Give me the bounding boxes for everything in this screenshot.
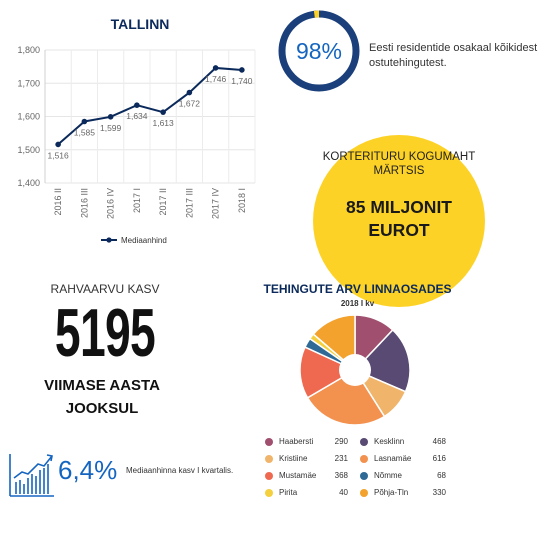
pie-slice-mustamäe [299,346,357,399]
legend-item: Kesklinn 468 [360,436,448,448]
residents-percent: 98% [296,38,342,64]
data-point [212,65,219,71]
residents-description: Eesti residentide osakaal kõikidest ostu… [369,42,538,69]
x-tick-label: 2017 IV [211,188,221,219]
legend-marker [265,489,273,497]
population-caption: VIIMASE AASTA JOOKSUL [44,377,160,417]
volume-value: 85 MILJONIT EUROT [346,197,452,240]
y-tick-label: 1,600 [17,112,40,122]
legend-marker [265,455,273,463]
data-label: 1,516 [47,150,69,160]
legend-marker [265,438,273,446]
legend-name: Nõmme [374,471,403,480]
data-point [55,141,61,148]
legend-marker [360,472,368,480]
legend-value: 368 [334,471,348,480]
legend-item: Lasnamäe 616 [360,453,448,465]
volume-circle [313,135,485,307]
data-point [186,89,193,96]
legend-name: Kesklinn [374,437,405,446]
residents-ring: 98% [278,10,360,92]
data-label: 1,613 [152,118,174,128]
volume-heading: KORTERITURU KOGUMAHT MÄRTSIS [322,151,476,177]
data-point [107,114,114,120]
line-chart: 1,400 1,500 1,600 1,700 1,800 2016 II 2016 II… [17,45,256,245]
legend-value: 68 [437,471,446,480]
data-label: 1,599 [100,123,122,133]
pie-chart-subtitle: 2018 I kv [340,299,375,308]
data-label: 1,585 [74,127,96,137]
legend-name: Pirita [279,488,298,497]
legend-name: Põhja-Tln [374,488,409,497]
legend-item: Nõmme 68 [360,470,448,482]
x-tick-label: 2016 III [79,188,89,218]
data-label: 1,634 [126,111,148,121]
x-tick-label: 2017 I [132,188,142,213]
data-point [134,102,140,108]
x-tick-label: 2016 IV [106,188,116,219]
pie-slice-põhja-tln [312,314,356,372]
x-tick-label: 2018 I [237,188,247,213]
legend-name: Kristiine [279,454,308,463]
series-line-mediaanhind [57,66,242,146]
legend-label-mediaanhind: Mediaanhind [121,236,167,245]
y-tick-label: 1,500 [17,145,40,155]
population-label: RAHVAARVU KASV [50,282,160,296]
legend-value: 330 [432,488,446,497]
x-tick-label: 2017 III [184,188,194,218]
legend-name: Mustamäe [279,471,317,480]
data-point [160,109,166,115]
legend-marker [360,455,368,463]
legend-value: 468 [432,437,446,446]
legend-marker [265,472,273,480]
pie-center [339,354,371,386]
y-tick-label: 1,400 [17,178,40,188]
y-tick-label: 1,700 [17,78,40,88]
pie-chart [299,314,411,426]
legend-item: Haabersti 290 [265,436,350,448]
line-chart-title: TALLINN [110,16,170,32]
legend-value: 40 [339,488,348,497]
data-label: 1,740 [231,76,253,86]
legend-marker-mediaanhind [106,237,112,243]
legend-name: Haabersti [279,437,314,446]
x-tick-label: 2016 II [53,188,63,216]
population-number: 5195 [54,295,156,371]
legend-item: Põhja-Tln 330 [360,487,448,499]
growth-description: Mediaanhinna kasv I kvartalis. [126,466,234,475]
data-label: 1,672 [179,99,201,109]
pie-slice-kesklinn [353,328,411,393]
data-label: 1,746 [205,74,227,84]
growth-value: 6,4% [58,455,118,485]
pie-chart-title: TEHINGUTE ARV LINNAOSADES [263,282,452,296]
legend-item: Mustamäe 368 [265,470,350,482]
y-tick-label: 1,800 [17,45,40,55]
legend-item: Kristiine 231 [265,453,350,465]
x-tick-label: 2017 II [158,188,168,216]
legend-value: 616 [432,454,446,463]
legend-name: Lasnamäe [374,454,412,463]
data-point [239,67,245,73]
legend-marker [360,438,368,446]
pie-slice-lasnamäe [306,368,386,426]
legend-value: 290 [334,437,348,446]
data-point [81,118,88,125]
legend-item: Pirita 40 [265,487,350,499]
legend-value: 231 [334,454,348,463]
legend-marker [360,489,368,497]
growth-chart-icon [9,454,54,497]
